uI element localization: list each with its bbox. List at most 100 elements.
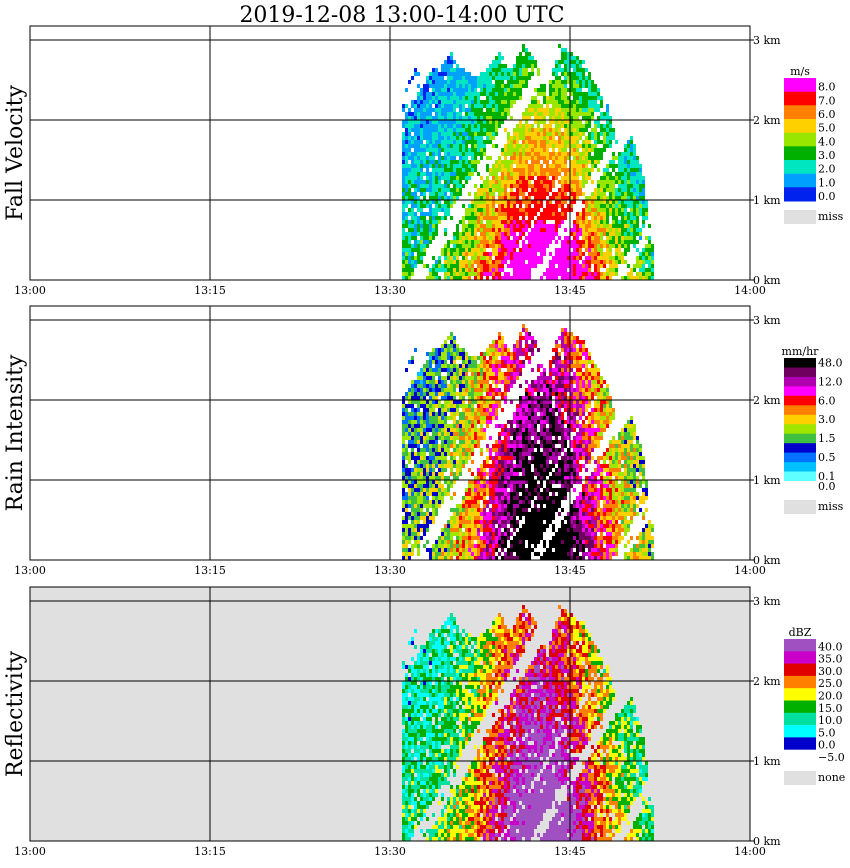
data-cell (441, 448, 444, 452)
data-cell (621, 180, 624, 184)
data-cell (438, 428, 441, 432)
data-cell (441, 92, 444, 96)
data-cell (552, 272, 555, 276)
data-cell (405, 492, 408, 496)
data-cell (588, 232, 591, 236)
data-cell (462, 124, 465, 128)
data-cell (522, 240, 525, 244)
data-cell (621, 204, 624, 208)
data-cell (519, 260, 522, 264)
data-cell (591, 236, 594, 240)
data-cell (468, 360, 471, 364)
data-cell (495, 112, 498, 116)
data-cell (456, 352, 459, 356)
data-cell (483, 196, 486, 200)
data-cell (453, 436, 456, 440)
data-cell (570, 144, 573, 148)
data-cell (411, 176, 414, 180)
data-cell (531, 72, 534, 76)
data-cell (633, 184, 636, 188)
data-cell (441, 500, 444, 504)
data-cell (570, 200, 573, 204)
data-cell (486, 232, 489, 236)
data-cell (408, 548, 411, 552)
data-cell (498, 520, 501, 524)
data-cell (405, 472, 408, 476)
data-cell (414, 104, 417, 108)
data-cell (546, 184, 549, 188)
data-cell (585, 272, 588, 276)
data-cell (573, 168, 576, 172)
data-cell (405, 404, 408, 408)
data-cell (498, 204, 501, 208)
data-cell (489, 204, 492, 208)
data-cell (609, 236, 612, 240)
data-cell (492, 104, 495, 108)
data-cell (633, 180, 636, 184)
data-cell (453, 548, 456, 552)
data-cell (582, 208, 585, 212)
data-cell (453, 360, 456, 364)
data-cell (447, 528, 450, 532)
data-cell (516, 168, 519, 172)
data-cell (492, 352, 495, 356)
data-cell (459, 548, 462, 552)
data-cell (612, 160, 615, 164)
data-cell (456, 176, 459, 180)
data-cell (417, 160, 420, 164)
data-cell (459, 512, 462, 516)
data-cell (486, 240, 489, 244)
data-cell (486, 448, 489, 452)
legend-swatch (784, 146, 816, 161)
data-cell (528, 204, 531, 208)
data-cell (465, 444, 468, 448)
data-cell (477, 364, 480, 368)
data-cell (402, 204, 405, 208)
data-cell (417, 248, 420, 252)
data-cell (420, 500, 423, 504)
data-cell (477, 516, 480, 520)
data-cell (477, 140, 480, 144)
data-cell (462, 104, 465, 108)
data-cell (468, 440, 471, 444)
data-cell (501, 500, 504, 504)
data-cell (582, 72, 585, 76)
data-cell (435, 188, 438, 192)
data-cell (420, 432, 423, 436)
legend-label: 1.0 (818, 176, 836, 189)
data-cell (450, 152, 453, 156)
data-cell (498, 112, 501, 116)
data-cell (438, 432, 441, 436)
data-cell (489, 172, 492, 176)
data-cell (432, 180, 435, 184)
data-cell (408, 416, 411, 420)
data-cell (426, 164, 429, 168)
data-cell (486, 216, 489, 220)
data-cell (540, 200, 543, 204)
data-cell (588, 172, 591, 176)
data-cell (471, 268, 474, 272)
data-cell (417, 108, 420, 112)
data-cell (492, 348, 495, 352)
data-cell (588, 176, 591, 180)
data-cell (483, 548, 486, 552)
data-cell (606, 140, 609, 144)
data-cell (630, 196, 633, 200)
data-cell (411, 76, 414, 80)
data-cell (477, 384, 480, 388)
data-cell (570, 244, 573, 248)
data-cell (408, 440, 411, 444)
data-cell (615, 244, 618, 248)
data-cell (453, 188, 456, 192)
data-cell (603, 204, 606, 208)
data-cell (426, 236, 429, 240)
data-cell (420, 256, 423, 260)
data-cell (585, 176, 588, 180)
data-cell (486, 536, 489, 540)
data-cell (417, 496, 420, 500)
data-cell (432, 480, 435, 484)
data-cell (441, 536, 444, 540)
data-cell (468, 72, 471, 76)
data-cell (480, 536, 483, 540)
data-cell (495, 340, 498, 344)
